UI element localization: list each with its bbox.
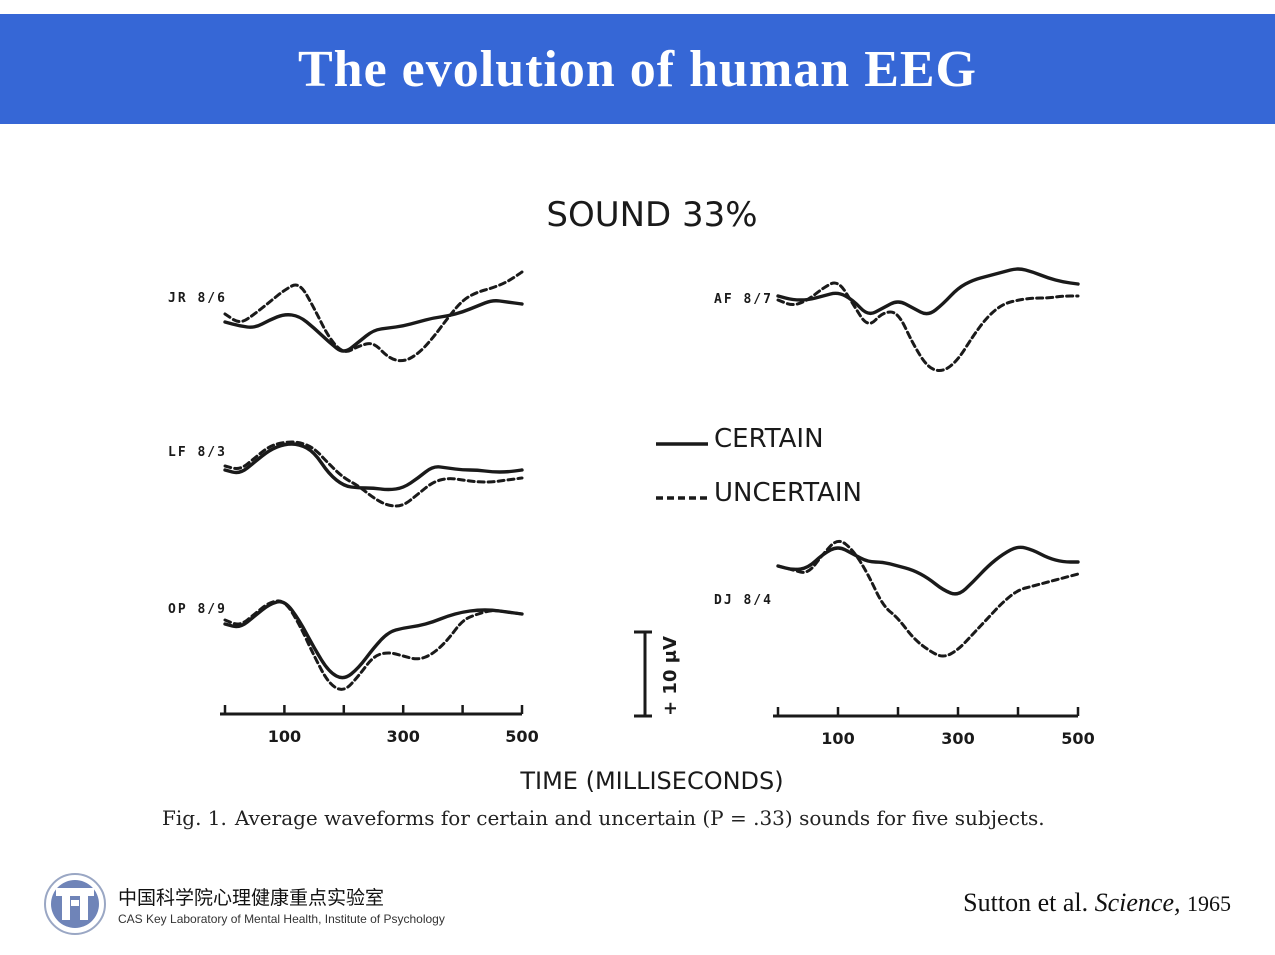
series-line-op-uncertain <box>223 599 524 691</box>
panel-label-op: OP 8/9 <box>168 602 227 617</box>
x-tick-label-right-500: 500 <box>1061 729 1094 748</box>
series-line-af-certain <box>776 267 1080 316</box>
legend-label-uncertain: UNCERTAIN <box>714 478 862 508</box>
series-line-dj-uncertain <box>776 539 1080 658</box>
panel-label-lf: LF 8/3 <box>168 445 227 460</box>
legend-label-certain: CERTAIN <box>714 424 824 454</box>
x-tick-label-left-300: 300 <box>386 727 419 746</box>
panel-label-dj: DJ 8/4 <box>714 593 773 608</box>
slide-title: The evolution of human EEG <box>297 40 978 98</box>
series-line-lf-uncertain <box>223 440 524 508</box>
organization: 中国科学院心理健康重点实验室 CAS Key Laboratory of Men… <box>118 886 445 928</box>
series-line-af-uncertain <box>776 281 1080 372</box>
organization-name-en: CAS Key Laboratory of Mental Health, Ins… <box>118 912 445 926</box>
citation: Sutton et al. Science, 1965 <box>963 888 1231 918</box>
caption-fig-label: Fig. 1. <box>162 806 227 830</box>
x-tick-label-right-300: 300 <box>941 729 974 748</box>
panel-label-af: AF 8/7 <box>714 292 773 307</box>
series-line-jr-uncertain <box>223 270 524 363</box>
panel-label-jr: JR 8/6 <box>168 291 227 306</box>
series-line-jr-certain <box>223 299 524 353</box>
x-tick-label-left-500: 500 <box>505 727 538 746</box>
x-axis-label: TIME (MILLISECONDS) <box>519 767 783 795</box>
citation-journal: Science, <box>1094 888 1181 917</box>
institute-logo <box>44 873 106 935</box>
x-tick-label-left-100: 100 <box>268 727 301 746</box>
title-banner: The evolution of human EEG <box>0 14 1275 124</box>
citation-authors: Sutton et al. <box>963 888 1089 917</box>
series-line-lf-certain <box>223 442 524 492</box>
figure-caption: Fig. 1. Average waveforms for certain and… <box>162 806 1162 830</box>
scale-bar-label: + 10 μV <box>660 636 681 716</box>
citation-year: 1965 <box>1187 891 1231 916</box>
series-line-op-certain <box>223 599 524 680</box>
chart-title: SOUND 33% <box>546 195 757 235</box>
caption-text: Average waveforms for certain and uncert… <box>234 806 1045 830</box>
organization-name-cn: 中国科学院心理健康重点实验室 <box>118 887 385 909</box>
x-tick-label-right-100: 100 <box>821 729 854 748</box>
